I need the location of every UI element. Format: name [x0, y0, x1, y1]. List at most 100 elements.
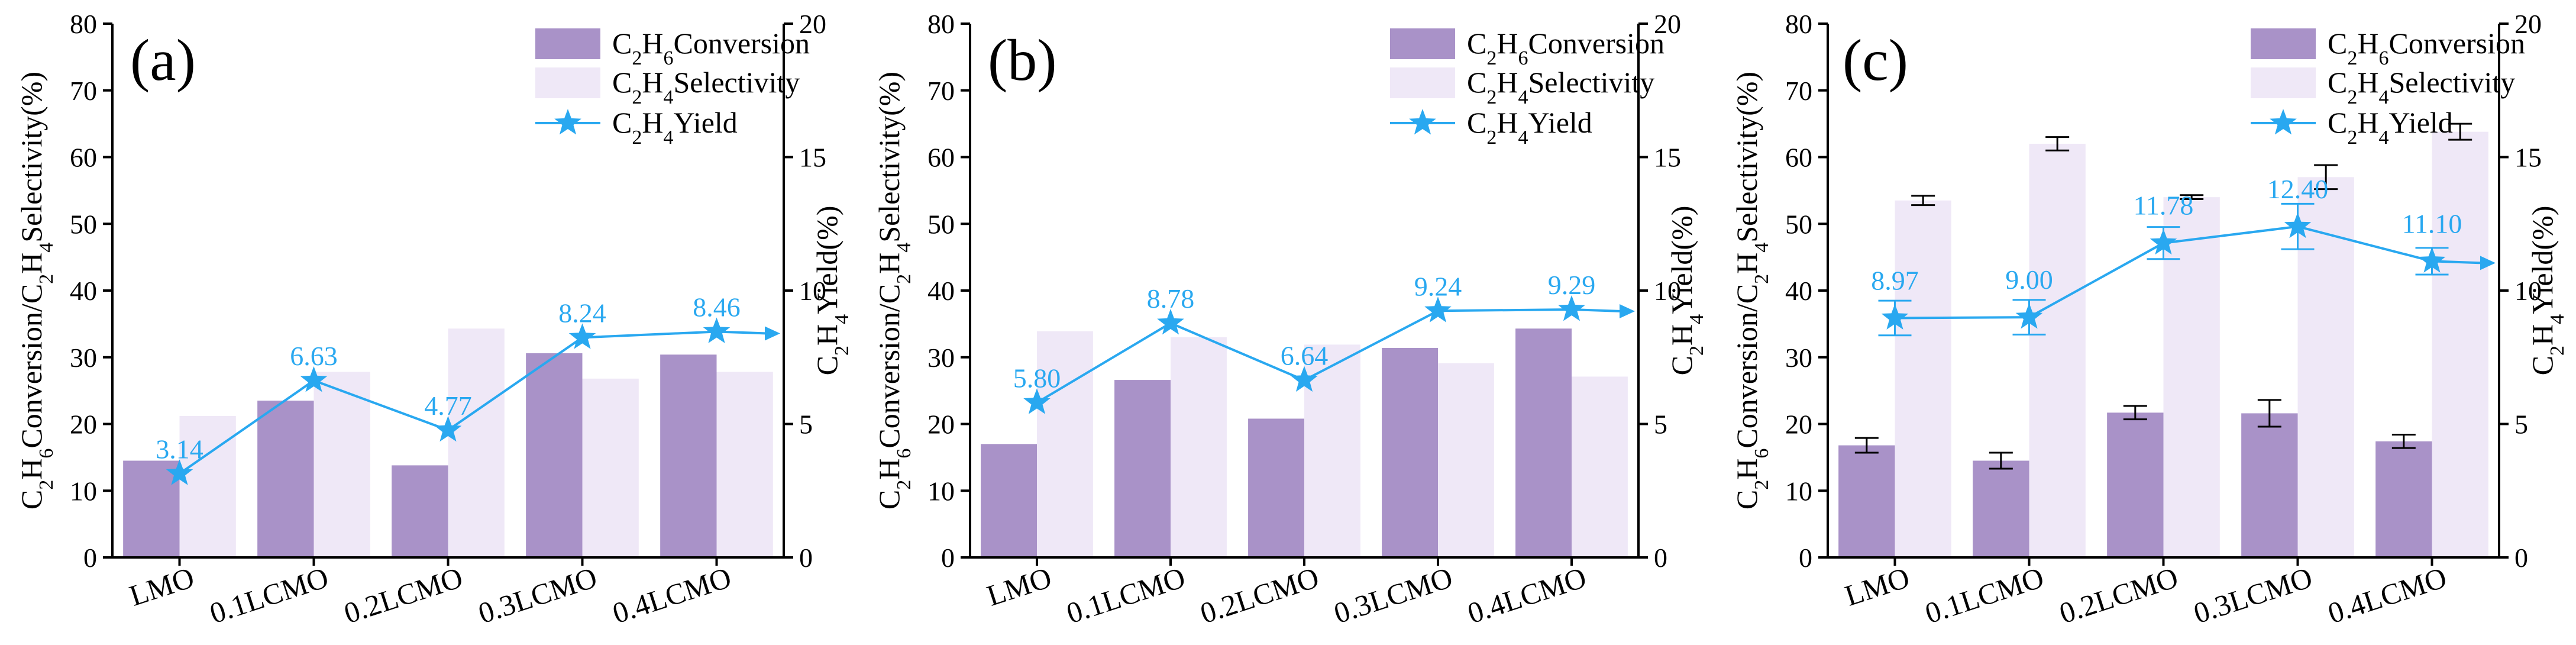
- left-tick-label: 60: [70, 143, 97, 173]
- x-category-label: 0.3LCMO: [474, 560, 601, 630]
- selectivity-bar: [716, 372, 773, 557]
- left-tick-label: 30: [927, 343, 955, 373]
- yield-data-label: 9.29: [1548, 270, 1596, 300]
- yield-star-marker: [2015, 303, 2043, 329]
- selectivity-bar: [179, 415, 236, 557]
- yield-data-label: 9.00: [2005, 265, 2053, 295]
- left-tick-label: 40: [70, 276, 97, 306]
- conversion-bar: [123, 460, 180, 557]
- yield-data-label: 6.63: [290, 341, 338, 371]
- legend-conversion-label: C2H6Conversion: [612, 27, 810, 69]
- legend-conversion-swatch: [2251, 28, 2316, 59]
- right-tick-label: 20: [799, 9, 826, 39]
- legend-selectivity-label: C2H4Selectivity: [612, 66, 800, 108]
- yield-data-label: 6.64: [1281, 341, 1329, 371]
- right-axis-title: C2H4Yield(%): [2526, 206, 2568, 376]
- legend-selectivity-label: C2H4Selectivity: [2328, 66, 2515, 108]
- conversion-bar: [981, 444, 1037, 557]
- yield-star-marker: [2418, 247, 2446, 273]
- selectivity-bar: [582, 378, 639, 557]
- legend-selectivity-swatch: [1390, 67, 1455, 98]
- left-axis-title: C2H6Conversion/C2H4Selectivity(%): [872, 72, 915, 509]
- left-axis-title: C2H6Conversion/C2H4Selectivity(%): [15, 72, 57, 509]
- x-category-label: LMO: [1841, 560, 1914, 612]
- yield-star-marker: [1291, 366, 1318, 392]
- x-category-label: 0.2LCMO: [1196, 560, 1323, 630]
- left-tick-label: 80: [70, 9, 97, 39]
- right-axis-title: C2H4Yield(%): [1665, 206, 1708, 376]
- left-tick-label: 70: [1785, 76, 1812, 106]
- yield-data-label: 5.80: [1013, 363, 1061, 393]
- selectivity-bar: [1895, 200, 1951, 558]
- conversion-bar: [1973, 460, 2029, 557]
- selectivity-bar: [448, 328, 505, 557]
- legend-selectivity-swatch: [2251, 67, 2316, 98]
- legend-conversion-label: C2H6Conversion: [1467, 27, 1664, 69]
- right-tick-label: 15: [2514, 143, 2542, 173]
- conversion-bar: [257, 401, 314, 557]
- selectivity-bar: [1304, 344, 1360, 557]
- left-tick-label: 30: [70, 343, 97, 373]
- left-tick-label: 60: [927, 143, 955, 173]
- conversion-bar: [1382, 347, 1438, 557]
- yield-data-label: 11.78: [2134, 191, 2194, 221]
- yield-data-label: 11.10: [2402, 208, 2462, 238]
- yield-arrow-head: [2480, 256, 2496, 270]
- left-tick-label: 0: [1799, 543, 1812, 573]
- selectivity-bar: [2432, 131, 2488, 557]
- left-tick-label: 10: [1785, 476, 1812, 506]
- left-tick-label: 0: [941, 543, 955, 573]
- yield-star-marker: [166, 459, 193, 485]
- chart-panel-a: 0 10 20 30 40 50 60 70 80 0 5 10 15 20 LMO 0.1LCMO 0.2LC…: [15, 9, 853, 630]
- yield-data-label: 8.24: [558, 298, 606, 328]
- x-category-label: 0.1LCMO: [1062, 560, 1189, 630]
- right-tick-label: 5: [2514, 409, 2528, 440]
- selectivity-bar: [2163, 197, 2220, 557]
- conversion-bar: [526, 353, 583, 557]
- yield-star-marker: [1023, 388, 1051, 414]
- right-tick-label: 15: [1654, 143, 1681, 173]
- legend-yield-label: C2H4Yield: [612, 106, 738, 149]
- right-tick-label: 0: [799, 543, 813, 573]
- left-tick-label: 40: [927, 276, 955, 306]
- x-category-label: LMO: [982, 560, 1055, 612]
- selectivity-bar: [2297, 177, 2354, 557]
- left-tick-label: 80: [1785, 9, 1812, 39]
- right-tick-label: 10: [2514, 276, 2542, 306]
- legend-conversion-label: C2H6Conversion: [2328, 27, 2525, 69]
- right-tick-label: 0: [2514, 543, 2528, 573]
- right-tick-label: 20: [2514, 9, 2542, 39]
- left-tick-label: 70: [927, 76, 955, 106]
- yield-data-label: 12.40: [2267, 174, 2329, 204]
- left-tick-label: 20: [1785, 409, 1812, 440]
- left-tick-label: 50: [1785, 209, 1812, 239]
- right-tick-label: 10: [799, 276, 826, 306]
- panel-label: (c): [1843, 27, 1908, 93]
- legend-conversion-swatch: [1390, 28, 1455, 59]
- legend-yield-label: C2H4Yield: [1467, 106, 1592, 149]
- selectivity-bar: [2029, 143, 2086, 557]
- x-category-label: 0.1LCMO: [206, 560, 332, 630]
- yield-star-marker: [1157, 309, 1184, 335]
- legend-selectivity-swatch: [535, 67, 600, 98]
- selectivity-bar: [1572, 376, 1628, 557]
- x-category-label: 0.4LCMO: [2324, 560, 2451, 630]
- right-tick-label: 0: [1654, 543, 1667, 573]
- selectivity-bar: [1171, 337, 1227, 557]
- yield-data-label: 9.24: [1414, 271, 1462, 301]
- conversion-bar: [1248, 418, 1304, 557]
- conversion-bar: [660, 354, 717, 557]
- conversion-bar: [392, 465, 448, 557]
- right-tick-label: 5: [799, 409, 813, 440]
- left-tick-label: 40: [1785, 276, 1812, 306]
- yield-arrow-line: [1571, 308, 1622, 313]
- selectivity-bar: [1438, 363, 1494, 557]
- left-tick-label: 10: [70, 476, 97, 506]
- right-axis-title: C2H4Yield(%): [810, 206, 853, 376]
- yield-arrow-line: [2432, 260, 2483, 265]
- yield-data-label: 3.14: [156, 434, 203, 464]
- conversion-bar: [1114, 380, 1171, 557]
- yield-arrow-head: [1620, 304, 1635, 319]
- yield-star-marker: [300, 366, 328, 392]
- legend-conversion-swatch: [535, 28, 600, 59]
